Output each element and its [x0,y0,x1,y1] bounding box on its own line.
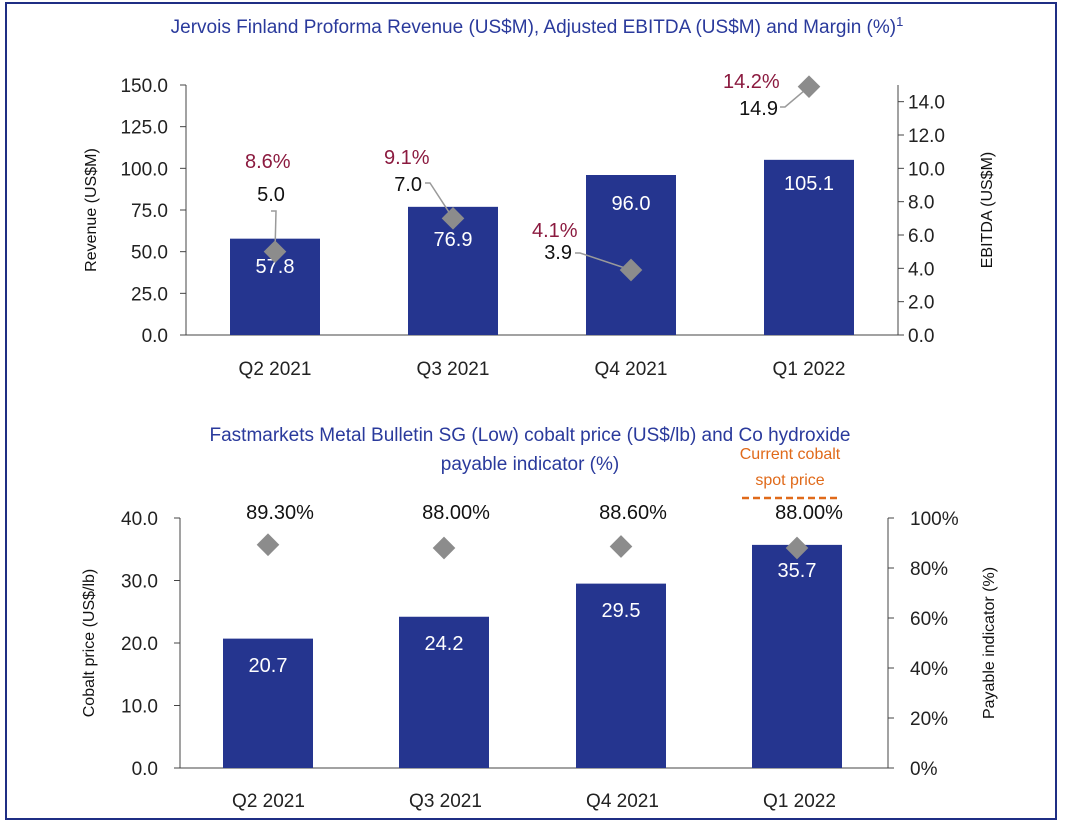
chart1-leader-line [780,86,810,108]
chart1-y2-axis-label: EBITDA (US$M) [979,152,996,268]
chart1-left-tick-label: 125.0 [120,118,168,139]
chart1-leader-line [271,210,277,252]
chart2-left-tick-label: 10.0 [121,697,158,718]
chart1-x-tick-label: Q3 2021 [417,359,490,380]
chart1-margin-label: 8.6% [245,151,291,173]
chart2-right-tick-label: 100% [910,509,959,530]
chart2-payable-label: 89.30% [246,502,314,524]
chart2-right-tick-label: 80% [910,559,948,580]
chart1-bar [586,175,676,335]
chart1-left-tick-label: 100.0 [120,159,168,180]
chart2-y2-axis-label: Payable indicator (%) [981,567,998,719]
chart2-bar [576,583,666,768]
chart2-annotation-line2: spot price [755,472,824,489]
chart1-ebitda-label: 3.9 [544,242,572,264]
chart1-margin-label: 4.1% [532,220,578,242]
chart2-title-line1: Fastmarkets Metal Bulletin SG (Low) coba… [210,425,851,446]
chart1-left-tick-label: 50.0 [131,243,168,264]
chart2-left-tick-label: 0.0 [132,759,158,780]
chart2-right-tick-label: 40% [910,659,948,680]
chart2-x-tick-label: Q1 2022 [763,791,836,812]
chart2-payable-label: 88.00% [775,502,843,524]
chart1-ebitda-label: 7.0 [394,174,422,196]
chart1-left-tick-label: 150.0 [120,76,168,97]
chart1-ebitda-marker [619,258,643,282]
chart1-ebitda-marker [797,75,821,98]
chart1-x-tick-label: Q1 2022 [773,359,846,380]
chart2-bar-label: 35.7 [778,560,817,582]
chart1-right-tick-label: 10.0 [908,159,945,180]
figure-frame [5,2,1057,820]
chart2-x-tick-label: Q2 2021 [232,791,305,812]
chart1-x-tick-label: Q4 2021 [595,359,668,380]
chart1-right-tick-label: 14.0 [908,93,945,114]
chart2-bar-label: 29.5 [602,600,641,622]
chart2-payable-marker [432,536,456,560]
chart1-right-tick-label: 6.0 [908,226,934,247]
chart1-left-tick-label: 25.0 [131,284,168,305]
chart2-right-tick-label: 60% [910,609,948,630]
chart2-payable-label: 88.60% [599,502,667,524]
chart1-right-tick-label: 8.0 [908,193,934,214]
chart2-right-tick-label: 20% [910,709,948,730]
chart1-x-tick-label: Q2 2021 [239,359,312,380]
chart1-ebitda-label: 5.0 [257,184,285,206]
chart2-bar-label: 24.2 [425,633,464,655]
chart2-right-tick-label: 0% [910,759,938,780]
chart1-right-tick-label: 0.0 [908,326,934,347]
chart1-left-tick-label: 0.0 [142,326,168,347]
chart1-margin-label: 9.1% [384,147,430,169]
chart2-left-tick-label: 30.0 [121,572,158,593]
chart1-title: Jervois Finland Proforma Revenue (US$M),… [171,14,904,38]
chart2-y-axis-label: Cobalt price (US$/lb) [81,569,98,718]
chart1-bar-label: 76.9 [434,229,473,251]
chart1-bar-label: 105.1 [784,173,834,195]
chart2-title-line2: payable indicator (%) [441,454,619,475]
chart2-left-tick-label: 40.0 [121,509,158,530]
chart2-x-tick-label: Q4 2021 [586,791,659,812]
chart2-left-tick-label: 20.0 [121,634,158,655]
chart1-bar-label: 96.0 [612,193,651,215]
chart2-payable-marker [256,533,280,557]
chart2-payable-marker [609,535,633,558]
chart1-right-tick-label: 2.0 [908,293,934,314]
chart1-ebitda-label: 14.9 [739,98,778,120]
chart1-bar-label: 57.8 [256,256,295,278]
chart2-x-tick-label: Q3 2021 [409,791,482,812]
chart1-leader-line [425,182,454,219]
chart2-bar [223,638,313,768]
chart1-margin-label: 14.2% [723,71,780,93]
chart1-left-tick-label: 75.0 [131,201,168,222]
chart1-bar [764,159,854,335]
chart2-payable-label: 88.00% [422,502,490,524]
chart2-annotation-line1: Current cobalt [740,446,841,463]
chart2-bar-label: 20.7 [249,655,288,677]
chart2-bar [752,544,842,768]
chart2-payable-marker [785,536,809,560]
chart2-bar [399,616,489,768]
chart1-leader-line [575,252,632,271]
chart1-y-axis-label: Revenue (US$M) [83,148,100,272]
chart1-right-tick-label: 4.0 [908,259,934,280]
chart1-right-tick-label: 12.0 [908,126,945,147]
